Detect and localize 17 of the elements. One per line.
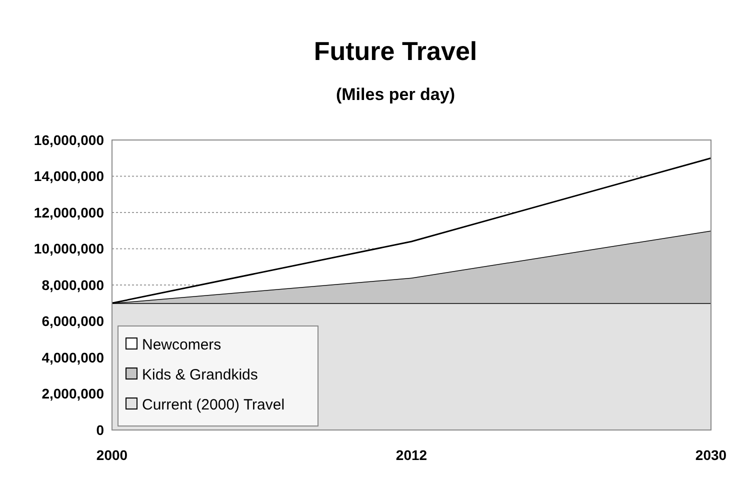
y-tick-label: 10,000,000 <box>34 240 104 257</box>
y-tick-label: 8,000,000 <box>42 276 104 293</box>
x-tick-label: 2000 <box>96 447 128 463</box>
chart-title: Future Travel <box>314 36 478 66</box>
legend-label: Current (2000) Travel <box>142 396 285 414</box>
chart-subtitle: (Miles per day) <box>336 85 456 104</box>
y-tick-label: 16,000,000 <box>34 132 104 148</box>
x-tick-label: 2012 <box>396 447 428 463</box>
y-tick-label: 0 <box>96 422 104 438</box>
y-tick-label: 4,000,000 <box>42 349 104 366</box>
legend-label: Kids & Grandkids <box>142 366 258 384</box>
y-tick-label: 12,000,000 <box>34 204 104 220</box>
y-tick-label: 6,000,000 <box>42 313 104 330</box>
x-tick-label: 2030 <box>695 447 727 463</box>
y-tick-label: 14,000,000 <box>34 168 104 184</box>
legend-label: Newcomers <box>142 336 222 354</box>
y-tick-label: 2,000,000 <box>42 386 104 402</box>
